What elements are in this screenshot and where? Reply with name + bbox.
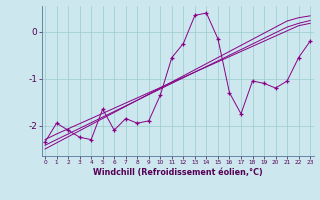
X-axis label: Windchill (Refroidissement éolien,°C): Windchill (Refroidissement éolien,°C) bbox=[93, 168, 262, 177]
